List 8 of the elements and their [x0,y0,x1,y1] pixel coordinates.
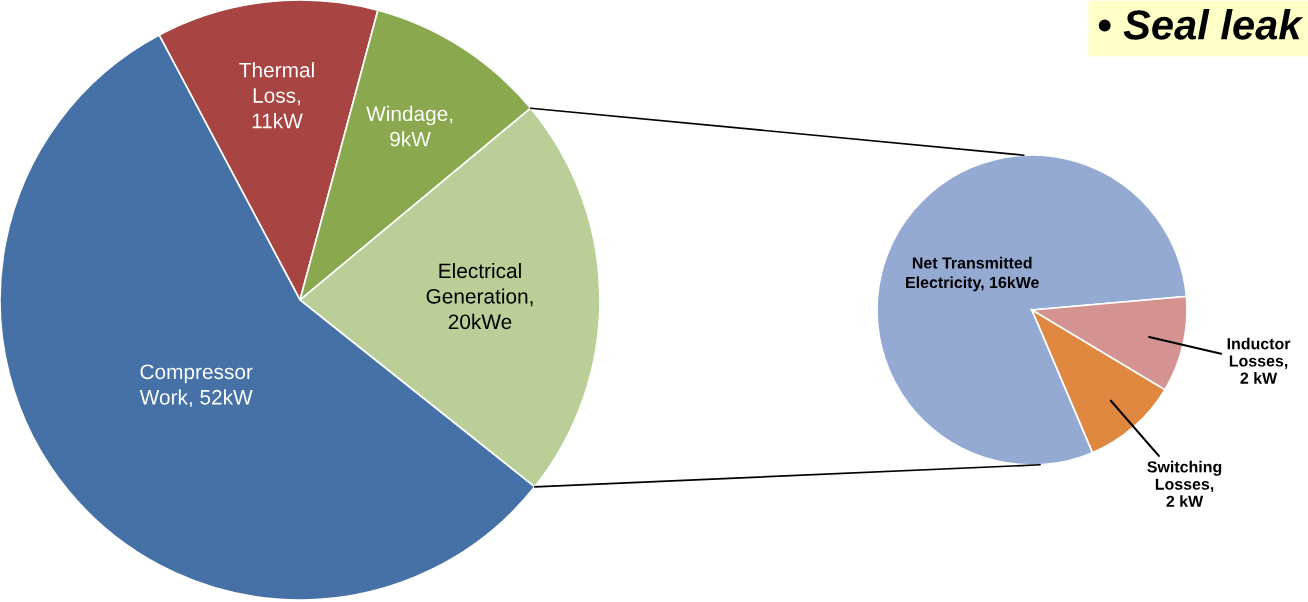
slice-label: Inductor Losses, 2 kW [1227,337,1291,384]
slice-label: Electrical Generation, 20kWe [426,262,533,330]
slice-label: Net Transmitted Electricity, 16kWe [906,256,1039,292]
slice-label: Windage, 9kW [366,105,453,147]
slice-label: Switching Losses, 2 kW [1147,460,1222,507]
slice-label: Thermal Loss, 11kW [239,62,314,129]
text: • Seal leak [1098,9,1304,40]
slice-label: Compressor Work, 52kW [139,364,253,408]
